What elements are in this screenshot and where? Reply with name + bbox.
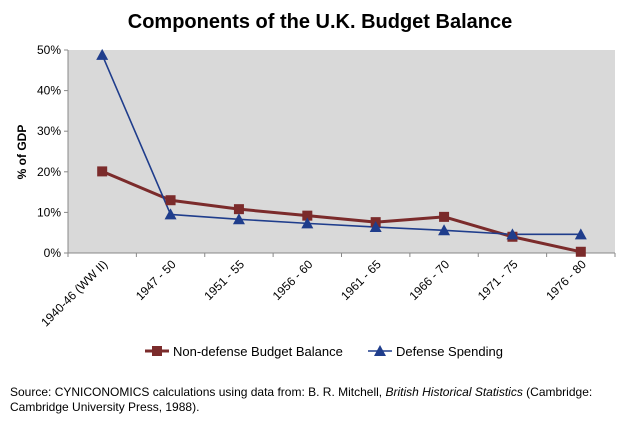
x-tick-label: 1966 - 70 (406, 257, 452, 303)
y-axis-ticks: 0% 10% 20% 30% 40% 50% (37, 43, 68, 260)
source-book-title: British Historical Statistics (385, 385, 522, 399)
x-tick-label: 1951 - 55 (201, 257, 247, 303)
line-chart: Components of the U.K. Budget Balance 0%… (0, 0, 640, 380)
x-tick-label: 1956 - 60 (270, 257, 316, 303)
data-point (576, 247, 586, 257)
legend-label: Non-defense Budget Balance (173, 344, 343, 359)
data-point (234, 204, 244, 214)
y-tick-label: 0% (44, 246, 62, 260)
y-tick-label: 30% (37, 124, 61, 138)
y-tick-label: 40% (37, 84, 61, 98)
x-tick-label: 1976 - 80 (543, 257, 589, 303)
source-note: Source: CYNICONOMICS calculations using … (10, 385, 630, 415)
y-tick-label: 50% (37, 43, 61, 57)
x-axis-ticks: 1940-46 (WW II) 1947 - 50 1951 - 55 1956 - … (38, 253, 615, 329)
x-tick-label: 1971 - 75 (475, 257, 521, 303)
legend-label: Defense Spending (396, 344, 503, 359)
x-tick-label: 1940-46 (WW II) (38, 257, 110, 329)
plot-area (68, 50, 615, 253)
x-tick-label: 1947 - 50 (133, 257, 179, 303)
y-axis-label: % of GDP (15, 125, 29, 180)
chart-title: Components of the U.K. Budget Balance (128, 11, 512, 33)
data-point (97, 166, 107, 176)
legend-marker (152, 346, 162, 356)
x-tick-label: 1961 - 65 (338, 257, 384, 303)
legend: Non-defense Budget Balance Defense Spendi… (145, 344, 503, 359)
source-prefix: Source: CYNICONOMICS calculations using … (10, 385, 385, 399)
y-tick-label: 20% (37, 165, 61, 179)
data-point (166, 195, 176, 205)
data-point (439, 212, 449, 222)
y-tick-label: 10% (37, 205, 61, 219)
